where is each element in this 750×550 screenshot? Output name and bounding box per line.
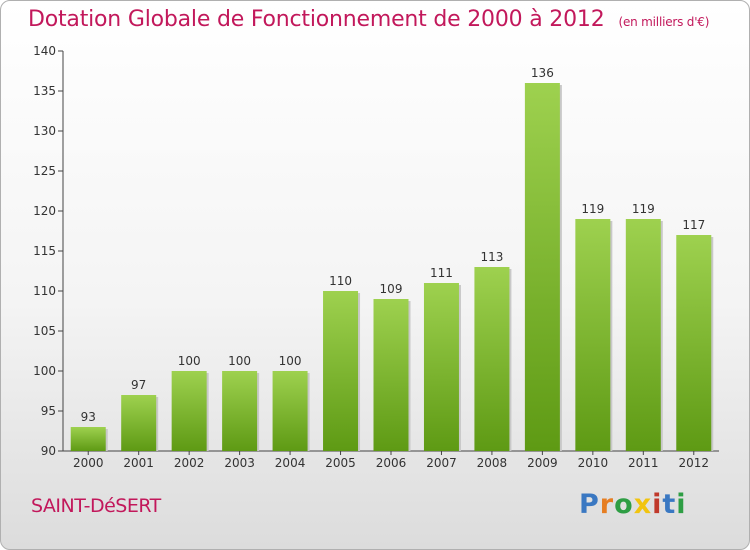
bar [272,371,308,451]
bar-value-label: 100 [228,354,251,368]
logo-letter: x [633,489,653,520]
y-tick-label: 130 [33,124,56,138]
logo-letter: i [676,489,687,520]
chart-title-text: Dotation Globale de Fonctionnement de 20… [28,7,605,32]
x-tick-label: 2002 [174,456,205,470]
bar-value-label: 119 [632,202,655,216]
x-tick-label: 2004 [275,456,306,470]
x-tick-label: 2010 [578,456,609,470]
axes: 90 95 100 105 110 115 120 125 130 135 140 2000 2001 2… [33,44,719,470]
y-tick-label: 110 [33,284,56,298]
x-tick-label: 2012 [678,456,709,470]
x-tick-label: 2006 [376,456,407,470]
y-tick-label: 140 [33,44,56,58]
bar [373,299,409,451]
bar-value-label: 119 [581,202,604,216]
x-tick-label: 2001 [123,456,154,470]
proxiti-logo[interactable]: Proxiti [579,489,687,520]
bars: 93 97 100 100 100 110 109 111 113 136 119 119 117 [70,66,714,451]
bar [423,283,459,451]
x-tick-label: 2005 [325,456,356,470]
bar-value-label: 109 [380,282,403,296]
y-tick-label: 115 [33,244,56,258]
logo-letter: i [652,489,663,520]
logo-letter: r [599,489,615,520]
bar-value-label: 136 [531,66,554,80]
bar [575,219,611,451]
bar-value-label: 111 [430,266,453,280]
x-tick-label: 2007 [426,456,457,470]
bar [70,427,106,451]
chart-title: Dotation Globale de Fonctionnement de 20… [28,7,709,32]
bar-value-label: 100 [178,354,201,368]
y-tick-label: 90 [41,444,56,458]
y-tick-label: 100 [33,364,56,378]
bar [171,371,207,451]
x-tick-label: 2009 [527,456,558,470]
bar-value-label: 110 [329,274,352,288]
logo-letter: P [579,489,600,520]
logo-letter: t [662,489,677,520]
x-tick-label: 2011 [628,456,659,470]
y-tick-label: 135 [33,84,56,98]
y-tick-label: 95 [41,404,56,418]
y-tick-label: 120 [33,204,56,218]
bar [524,83,560,451]
bar [323,291,359,451]
x-tick-label: 2000 [73,456,104,470]
bar [676,235,712,451]
bar [474,267,510,451]
y-tick-label: 105 [33,324,56,338]
bar-value-label: 117 [682,218,705,232]
bar-value-label: 97 [131,378,146,392]
logo-letter: o [614,489,634,520]
chart-unit: (en milliers d'€) [618,15,710,29]
bar [222,371,258,451]
y-tick-label: 125 [33,164,56,178]
bar [121,395,157,451]
bar-value-label: 93 [81,410,96,424]
x-tick-label: 2008 [477,456,508,470]
x-tick-label: 2003 [224,456,255,470]
bar [625,219,661,451]
commune-name: SAINT-DéSERT [31,495,161,517]
bar-value-label: 113 [480,250,503,264]
bar-value-label: 100 [279,354,302,368]
